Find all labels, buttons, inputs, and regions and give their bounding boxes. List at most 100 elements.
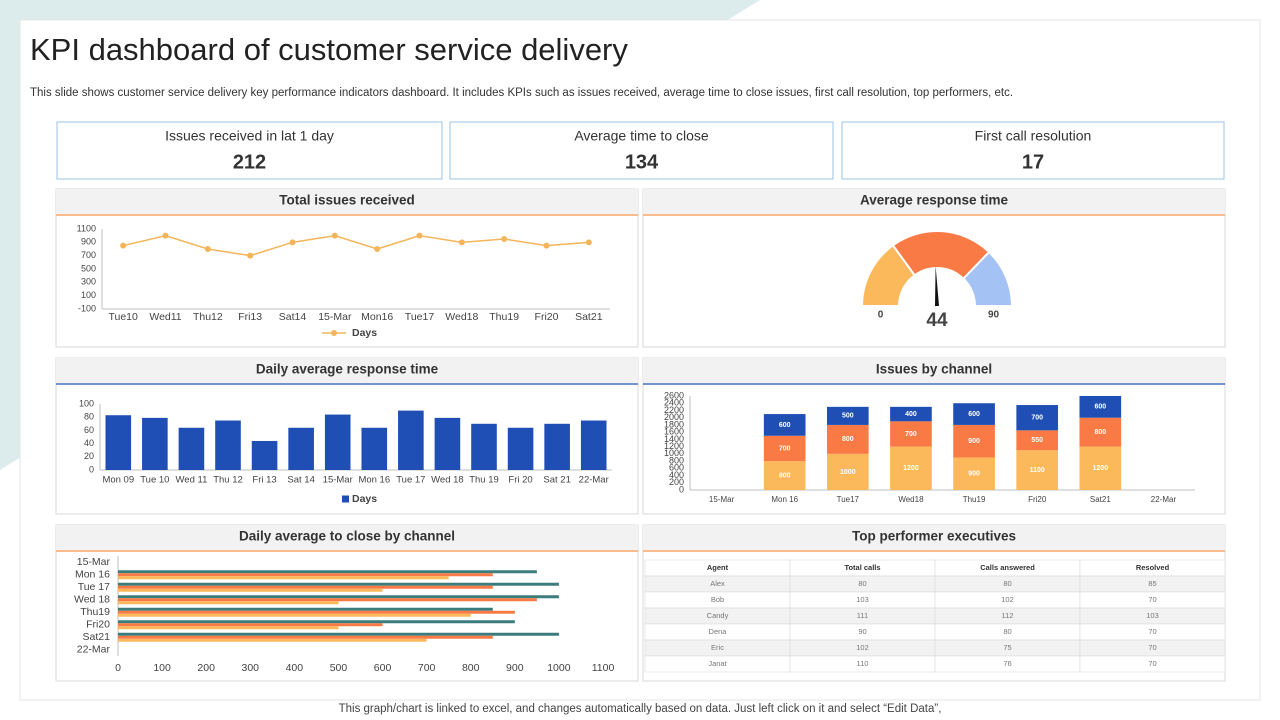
table-cell-text: 85 <box>1148 579 1156 588</box>
x-tick-label: Mon 09 <box>102 475 134 486</box>
y-tick-label: 900 <box>81 237 96 247</box>
legend-label: Days <box>352 327 377 339</box>
y-tick-label: 600 <box>669 463 684 473</box>
kpi-label: Issues received in lat 1 day <box>165 128 334 144</box>
x-tick-label: Thu12 <box>193 311 223 323</box>
x-tick-label: 800 <box>462 662 480 674</box>
x-tick-label: Wed18 <box>898 495 924 504</box>
y-tick-label: Mon 16 <box>75 569 110 581</box>
x-tick-label: Wed 18 <box>431 475 464 486</box>
y-tick-label: 700 <box>81 250 96 260</box>
bar <box>118 607 493 611</box>
gauge-needle <box>935 266 939 307</box>
x-tick-label: Tue17 <box>837 495 860 504</box>
x-tick-label: Tue 10 <box>140 475 169 486</box>
table-cell-text: 70 <box>1148 659 1156 668</box>
x-tick-label: 600 <box>374 662 392 674</box>
table-cell-text: 70 <box>1148 595 1156 604</box>
y-tick-label: 2400 <box>664 398 684 408</box>
table-cell-text: Eric <box>711 643 724 652</box>
value-label: 900 <box>968 438 980 445</box>
panel-header <box>643 358 1225 383</box>
y-tick-label: 1800 <box>664 419 684 429</box>
bar <box>544 423 570 470</box>
panel-title: Issues by channel <box>876 362 992 377</box>
panel-header <box>56 189 638 214</box>
y-tick-label: 1600 <box>664 427 684 437</box>
value-label: 900 <box>968 471 980 478</box>
bar <box>890 446 932 490</box>
panel-header <box>56 358 638 383</box>
y-tick-label: 60 <box>84 425 94 435</box>
y-tick-label: Fri20 <box>86 619 110 631</box>
subtitle: This slide shows customer service delive… <box>30 87 1013 99</box>
y-tick-label: Tue 17 <box>78 581 110 593</box>
bar <box>890 421 932 447</box>
x-tick-label: 1100 <box>592 662 615 674</box>
x-tick-label: Sat21 <box>1090 495 1111 504</box>
bar <box>118 588 383 592</box>
table-cell-text: Candy <box>707 611 729 620</box>
panel-header <box>643 189 1225 214</box>
x-tick-label: 500 <box>330 662 348 674</box>
bar <box>118 635 493 639</box>
bar <box>324 414 351 470</box>
bar <box>118 573 493 577</box>
table-cell-text: 103 <box>1146 611 1159 620</box>
y-tick-label: 22-Mar <box>77 644 111 656</box>
x-tick-label: Sat 14 <box>287 475 314 486</box>
value-label: 700 <box>779 445 791 452</box>
bar <box>118 638 427 642</box>
x-tick-label: Mon 16 <box>358 475 390 486</box>
y-tick-label: Sat21 <box>83 631 111 643</box>
kpi-label: First call resolution <box>975 128 1092 144</box>
value-label: 1200 <box>903 465 919 472</box>
y-tick-label: 0 <box>679 484 684 494</box>
table-cell-text: 102 <box>1001 595 1014 604</box>
x-tick-label: Sat21 <box>575 311 603 323</box>
x-tick-label: Fri20 <box>535 311 559 323</box>
x-tick-label: 22-Mar <box>579 475 609 486</box>
value-label: 600 <box>779 422 791 429</box>
table-cell-text: 111 <box>857 611 868 620</box>
x-tick-label: 400 <box>286 662 304 674</box>
bar <box>763 461 806 490</box>
bar <box>1016 405 1059 431</box>
y-tick-label: 800 <box>669 455 684 465</box>
table-cell-text: 112 <box>1002 611 1014 620</box>
x-tick-label: Fri20 <box>1028 495 1047 504</box>
y-tick-label: 100 <box>79 398 94 408</box>
gauge-min: 0 <box>878 310 884 321</box>
value-label: 800 <box>1094 429 1106 436</box>
kpi-box <box>841 121 1225 180</box>
point <box>289 239 296 246</box>
bar <box>434 417 461 470</box>
x-tick-label: 900 <box>506 662 524 674</box>
x-tick-label: Wed18 <box>445 311 478 323</box>
panel-header <box>643 525 1225 550</box>
y-tick-label: 400 <box>669 470 684 480</box>
bar <box>398 410 424 470</box>
x-tick-label: 15-Mar <box>323 475 353 486</box>
bar <box>118 576 449 580</box>
table-cell-text: Alex <box>710 579 725 588</box>
x-tick-label: Thu 19 <box>469 475 499 486</box>
panel-header <box>56 525 638 550</box>
kpi-value: 17 <box>1022 151 1044 173</box>
bar <box>288 427 314 470</box>
bar <box>118 620 515 624</box>
panel-title: Total issues received <box>279 193 415 208</box>
point <box>331 232 338 239</box>
value-label: 600 <box>1094 404 1106 411</box>
value-label: 500 <box>842 413 854 420</box>
bar <box>763 414 806 436</box>
bar <box>1079 446 1122 490</box>
bar <box>953 457 995 490</box>
point <box>162 232 169 239</box>
y-tick-label: 15-Mar <box>77 556 111 568</box>
bar <box>953 424 995 458</box>
bar <box>1016 450 1059 490</box>
table-cell-text: 80 <box>858 579 866 588</box>
value-label: 1000 <box>840 469 856 476</box>
x-tick-label: 1000 <box>547 662 571 674</box>
